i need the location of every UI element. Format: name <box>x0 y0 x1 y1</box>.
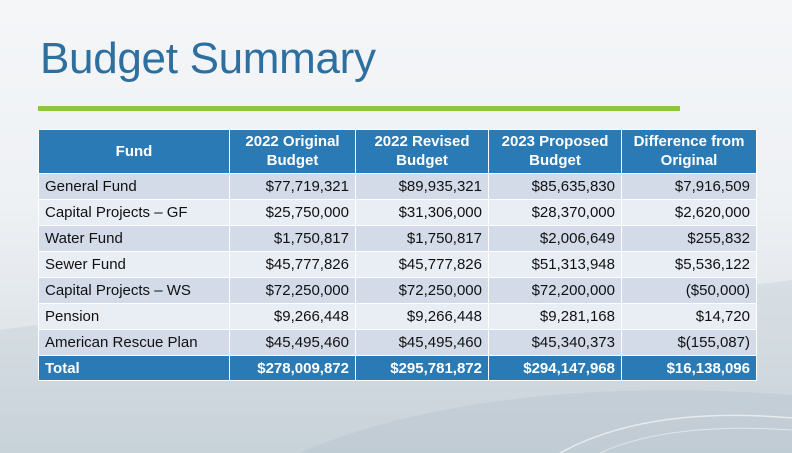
original-budget: $45,495,460 <box>229 329 356 356</box>
original-budget: $72,250,000 <box>229 277 356 304</box>
revised-budget: $72,250,000 <box>355 277 489 304</box>
difference: $14,720 <box>621 303 757 330</box>
revised-budget: $89,935,321 <box>355 173 489 200</box>
original-budget: $77,719,321 <box>229 173 356 200</box>
total-row: Total $278,009,872 $295,781,872 $294,147… <box>38 355 757 381</box>
total-difference: $16,138,096 <box>621 355 757 381</box>
table-row: Capital Projects – GF $25,750,000 $31,30… <box>38 199 757 226</box>
fund-name: Capital Projects – WS <box>38 277 230 304</box>
table-row: Sewer Fund $45,777,826 $45,777,826 $51,3… <box>38 251 757 278</box>
table-row: General Fund $77,719,321 $89,935,321 $85… <box>38 173 757 200</box>
difference: $7,916,509 <box>621 173 757 200</box>
fund-name: General Fund <box>38 173 230 200</box>
total-proposed-budget: $294,147,968 <box>488 355 622 381</box>
proposed-budget: $85,635,830 <box>488 173 622 200</box>
difference: ($50,000) <box>621 277 757 304</box>
budget-summary-table: Fund 2022 Original Budget 2022 Revised B… <box>38 129 757 381</box>
table-row: Pension $9,266,448 $9,266,448 $9,281,168… <box>38 303 757 330</box>
total-original-budget: $278,009,872 <box>229 355 356 381</box>
proposed-budget: $72,200,000 <box>488 277 622 304</box>
total-revised-budget: $295,781,872 <box>355 355 489 381</box>
original-budget: $25,750,000 <box>229 199 356 226</box>
proposed-budget: $9,281,168 <box>488 303 622 330</box>
revised-budget: $31,306,000 <box>355 199 489 226</box>
header-2022-revised-budget: 2022 Revised Budget <box>355 129 489 174</box>
original-budget: $1,750,817 <box>229 225 356 252</box>
header-2023-proposed-budget: 2023 Proposed Budget <box>488 129 622 174</box>
revised-budget: $45,777,826 <box>355 251 489 278</box>
revised-budget: $45,495,460 <box>355 329 489 356</box>
total-label: Total <box>38 355 230 381</box>
revised-budget: $1,750,817 <box>355 225 489 252</box>
header-fund: Fund <box>38 129 230 174</box>
revised-budget: $9,266,448 <box>355 303 489 330</box>
header-difference-from-original: Difference from Original <box>621 129 757 174</box>
table-row: Capital Projects – WS $72,250,000 $72,25… <box>38 277 757 304</box>
original-budget: $45,777,826 <box>229 251 356 278</box>
difference: $2,620,000 <box>621 199 757 226</box>
difference: $255,832 <box>621 225 757 252</box>
difference: $5,536,122 <box>621 251 757 278</box>
fund-name: American Rescue Plan <box>38 329 230 356</box>
original-budget: $9,266,448 <box>229 303 356 330</box>
fund-name: Water Fund <box>38 225 230 252</box>
fund-name: Sewer Fund <box>38 251 230 278</box>
table-row: Water Fund $1,750,817 $1,750,817 $2,006,… <box>38 225 757 252</box>
table-row: American Rescue Plan $45,495,460 $45,495… <box>38 329 757 356</box>
proposed-budget: $2,006,649 <box>488 225 622 252</box>
difference: $(155,087) <box>621 329 757 356</box>
title-accent-rule <box>38 106 680 111</box>
header-2022-original-budget: 2022 Original Budget <box>229 129 356 174</box>
proposed-budget: $51,313,948 <box>488 251 622 278</box>
proposed-budget: $45,340,373 <box>488 329 622 356</box>
table-header-row: Fund 2022 Original Budget 2022 Revised B… <box>38 129 757 174</box>
slide-title: Budget Summary <box>40 34 376 83</box>
fund-name: Capital Projects – GF <box>38 199 230 226</box>
fund-name: Pension <box>38 303 230 330</box>
proposed-budget: $28,370,000 <box>488 199 622 226</box>
